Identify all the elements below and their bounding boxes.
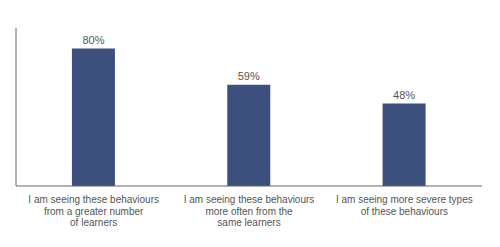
svg-text:I am seeing more severe typeso: I am seeing more severe typesof these be… (336, 194, 473, 217)
svg-text:80%: 80% (82, 34, 104, 46)
svg-text:I am seeing these behavioursfr: I am seeing these behavioursfrom a great… (28, 194, 159, 228)
svg-text:48%: 48% (393, 89, 415, 101)
svg-text:I am seeing these behavioursmo: I am seeing these behavioursmore often f… (184, 194, 315, 228)
svg-text:59%: 59% (238, 70, 260, 82)
